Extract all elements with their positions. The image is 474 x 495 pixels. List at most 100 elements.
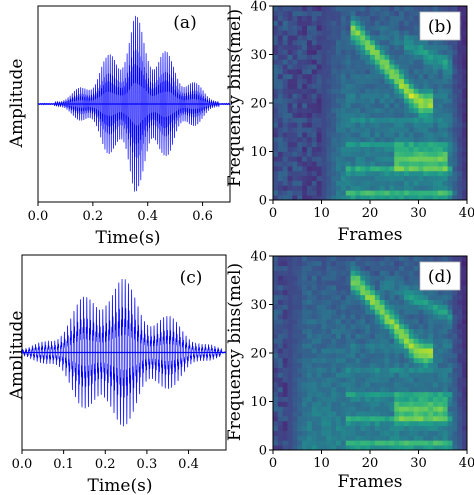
panel-b-heatmap-cell <box>442 190 448 196</box>
panel-b-heatmap-cell <box>350 170 356 177</box>
panel-d-heatmap-cell <box>384 338 390 344</box>
panel-d-heatmap-cell <box>311 411 317 417</box>
panel-b-heatmap-cell <box>428 64 434 70</box>
panel-b-heatmap-cell <box>462 107 468 114</box>
panel-d-heatmap-cell <box>423 372 429 378</box>
panel-b-heatmap-cell <box>399 195 405 201</box>
panel-b-heatmap-cell <box>394 49 400 55</box>
panel-d-heatmap-cell <box>302 357 308 364</box>
panel-d-heatmap-cell <box>394 425 400 431</box>
panel-d-heatmap-cell <box>433 338 439 344</box>
panel-b-heatmap-cell <box>452 98 458 104</box>
panel-b-heatmap-cell <box>408 6 414 12</box>
panel-b-ytick-label: 30 <box>250 48 267 63</box>
panel-d-heatmap-cell <box>452 401 458 407</box>
panel-d-heatmap-cell <box>360 420 366 427</box>
panel-b-heatmap-cell <box>287 39 293 46</box>
panel-d-heatmap-cell <box>437 386 444 393</box>
panel-b-heatmap-cell <box>292 195 298 201</box>
panel-b-heatmap-cell <box>365 180 371 186</box>
panel-d-heatmap-cell <box>447 328 453 334</box>
panel-b-heatmap-cell <box>447 185 453 191</box>
panel-d-heatmap-cell <box>282 396 288 402</box>
panel-b-heatmap-cell <box>340 15 347 21</box>
panel-b-heatmap-cell <box>350 195 356 201</box>
panel-b-heatmap-cell <box>437 180 444 186</box>
panel-d-heatmap-cell <box>374 425 381 431</box>
panel-d-heatmap-cell <box>437 256 444 262</box>
panel-b-heatmap-cell <box>428 93 434 99</box>
panel-b-heatmap-cell <box>428 117 434 123</box>
panel-d-heatmap-cell <box>423 411 429 417</box>
panel-d-heatmap-cell <box>302 328 308 334</box>
panel-d-heatmap-cell <box>370 338 376 344</box>
panel-d-heatmap-cell <box>321 265 327 271</box>
panel-b-heatmap-cell <box>379 127 385 133</box>
panel-d-heatmap-cell <box>350 289 356 296</box>
panel-b-heatmap-cell <box>316 20 322 26</box>
panel-d-heatmap-cell <box>360 338 366 344</box>
panel-b-heatmap-cell <box>277 127 284 133</box>
panel-b-heatmap-cell <box>316 161 322 167</box>
panel-b-heatmap-cell <box>345 88 351 94</box>
panel-b-heatmap-cell <box>370 185 376 191</box>
panel-b-heatmap-cell <box>413 54 419 60</box>
panel-d-heatmap-cell <box>321 275 327 281</box>
panel-b-heatmap-cell <box>326 44 332 50</box>
panel-d-heatmap-cell <box>292 265 298 271</box>
panel-b-heatmap-cell <box>413 151 419 157</box>
panel-d-heatmap-cell <box>408 411 414 417</box>
panel-d-heatmap-cell <box>355 260 361 267</box>
panel-d-heatmap-cell <box>306 440 313 446</box>
panel-b-heatmap-cell <box>399 156 405 162</box>
panel-d-heatmap-cell <box>326 396 332 402</box>
panel-d-heatmap-cell <box>442 294 448 300</box>
panel-b-heatmap-cell <box>277 49 284 55</box>
panel-d-heatmap-cell <box>306 435 313 441</box>
panel-d-heatmap-cell <box>374 348 381 354</box>
panel-d-heatmap-cell <box>413 309 419 315</box>
panel-c-signal-path <box>21 278 227 427</box>
panel-b-heatmap-cell <box>326 117 332 123</box>
panel-b-heatmap-cell <box>282 127 288 133</box>
panel-b-heatmap-cell <box>350 83 356 89</box>
panel-b-heatmap-cell <box>273 170 279 177</box>
panel-b-heatmap-cell <box>297 180 303 186</box>
panel-d-heatmap-cell <box>423 396 429 402</box>
panel-d-heatmap-cell <box>321 416 327 422</box>
panel-b-heatmap-cell <box>340 132 347 138</box>
panel-b-heatmap-cell <box>389 59 395 65</box>
panel-b-heatmap-cell <box>321 117 327 123</box>
panel-d-heatmap-cell <box>413 406 419 412</box>
panel-b-heatmap-cell <box>389 15 395 21</box>
panel-c-xlabel: Time(s) <box>88 476 153 495</box>
panel-d-heatmap-cell <box>462 382 468 388</box>
panel-d-heatmap-cell <box>462 406 468 412</box>
panel-b-heatmap-cell <box>447 136 453 143</box>
panel-d-heatmap-cell <box>423 304 429 310</box>
panel-d-heatmap-cell <box>282 440 288 446</box>
panel-b-heatmap-cell <box>379 117 385 123</box>
panel-b-heatmap-cell <box>408 59 414 65</box>
panel-b-heatmap-cell <box>355 180 361 186</box>
panel-b-heatmap-cell <box>374 185 381 191</box>
panel-b-heatmap-cell <box>452 64 458 70</box>
panel-d-heatmap-cell <box>413 367 419 373</box>
panel-b-heatmap-cell <box>345 98 351 104</box>
panel-d-heatmap-cell <box>326 406 332 412</box>
panel-d-heatmap-cell <box>365 420 371 427</box>
panel-d-heatmap-cell <box>311 294 317 300</box>
panel-d-heatmap-cell <box>418 435 424 441</box>
panel-d-heatmap-cell <box>403 314 410 320</box>
panel-b-heatmap-cell <box>403 195 410 201</box>
panel-d-heatmap-cell <box>379 265 385 271</box>
panel-b-heatmap-cell <box>413 20 419 26</box>
panel-d-heatmap-cell <box>282 294 288 300</box>
panel-b-heatmap-cell <box>389 166 395 172</box>
panel-d-heatmap-cell <box>292 416 298 422</box>
panel-b-heatmap-cell <box>384 88 390 94</box>
panel-b-heatmap-cell <box>321 25 327 31</box>
panel-b-heatmap-cell <box>428 156 434 162</box>
panel-d-heatmap-cell <box>365 406 371 412</box>
panel-b-heatmap-cell <box>355 83 361 89</box>
